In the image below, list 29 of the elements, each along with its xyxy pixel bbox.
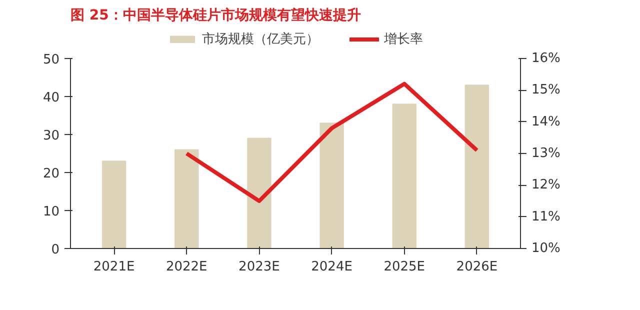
y-tick-label: 20 bbox=[42, 166, 60, 182]
y-tick-label: 30 bbox=[42, 128, 60, 144]
x-tick-label: 2022E bbox=[166, 260, 208, 274]
y-tick-label: 50 bbox=[42, 52, 60, 68]
x-tick-label: 2023E bbox=[238, 260, 280, 274]
y2-tick-label: 12% bbox=[532, 178, 560, 193]
bar bbox=[102, 160, 126, 248]
y-tick-label: 0 bbox=[51, 242, 60, 258]
bar bbox=[320, 122, 344, 248]
bar bbox=[464, 84, 490, 248]
y2-tick-label: 16% bbox=[532, 51, 560, 66]
x-tick-label: 2024E bbox=[311, 260, 352, 274]
x-tick-label: 2026E bbox=[456, 260, 498, 274]
y2-tick-label: 14% bbox=[532, 114, 560, 130]
y2-tick-label: 11% bbox=[532, 209, 560, 224]
bar bbox=[174, 149, 199, 248]
chart-title: 图 25：中国半导体硅片市场规模有望快速提升 bbox=[70, 6, 361, 24]
y-tick-label: 40 bbox=[42, 90, 60, 106]
y2-tick-label: 15% bbox=[532, 82, 560, 98]
bar bbox=[247, 138, 272, 248]
y2-tick-label: 13% bbox=[532, 146, 560, 161]
bar bbox=[392, 104, 416, 248]
x-tick-label: 2025E bbox=[384, 260, 426, 274]
legend-label: 市场规模（亿美元） bbox=[202, 31, 319, 48]
y-tick-label: 10 bbox=[42, 204, 60, 220]
line-series bbox=[184, 82, 479, 203]
x-tick-label: 2021E bbox=[93, 260, 135, 274]
y2-tick-label: 10% bbox=[532, 241, 560, 256]
legend-label: 增长率 bbox=[384, 31, 423, 48]
